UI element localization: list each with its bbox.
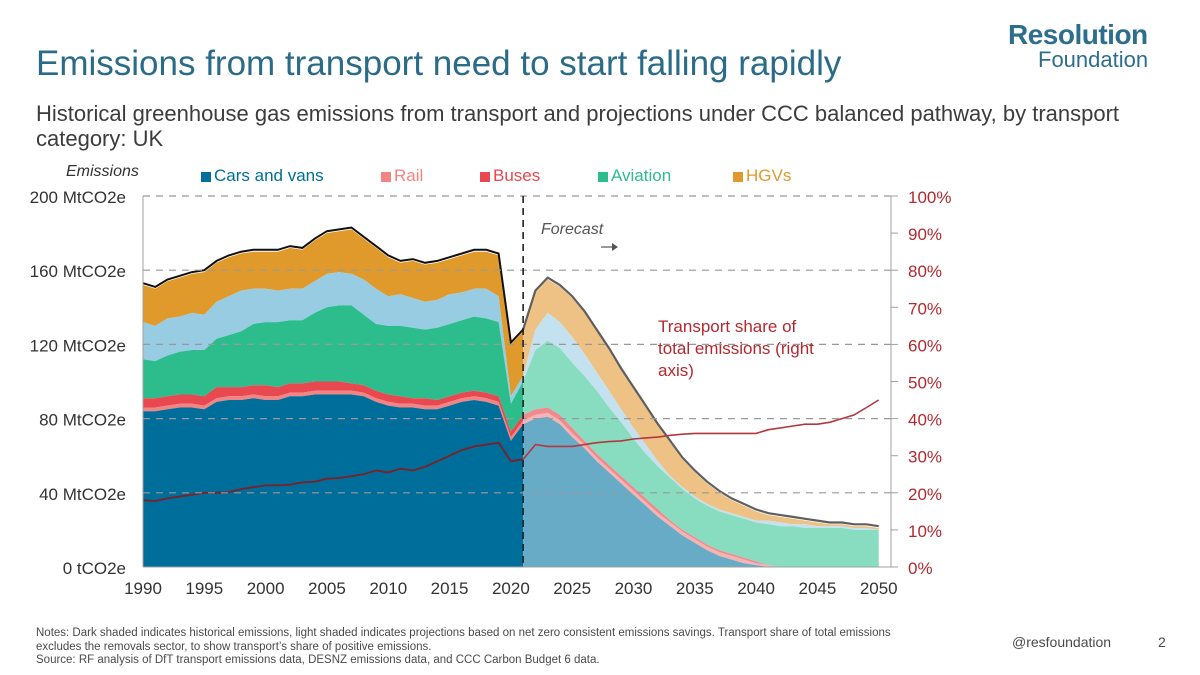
x-tick-label: 2025 — [553, 579, 591, 598]
x-tick-label: 2020 — [492, 579, 530, 598]
chart-notes: Notes: Dark shaded indicates historical … — [36, 627, 936, 668]
y-tick-label: 120 MtCO2e — [30, 336, 126, 355]
x-tick-label: 1995 — [185, 579, 223, 598]
area-cars-forecast — [523, 416, 879, 567]
y-right-tick-label: 90% — [908, 225, 942, 244]
x-tick-label: 2005 — [308, 579, 346, 598]
x-tick-label: 2045 — [799, 579, 837, 598]
share-line-forecast — [522, 399, 880, 460]
total-line-forecast — [522, 276, 879, 528]
y-right-tick-label: 100% — [908, 188, 951, 207]
page-number: 2 — [1158, 634, 1166, 650]
area-ghg_band-forecast — [523, 312, 879, 530]
left-axis-label: Emissions — [66, 163, 139, 180]
legend-swatch-cars — [201, 172, 211, 182]
x-tick-label: 2000 — [247, 579, 285, 598]
x-tick-label: 2015 — [431, 579, 469, 598]
share-annotation-line: axis) — [658, 361, 694, 380]
y-tick-label: 200 MtCO2e — [30, 188, 126, 207]
y-right-tick-label: 0% — [908, 559, 933, 578]
page-subtitle: Historical greenhouse gas emissions from… — [36, 101, 1120, 151]
legend-label-rail: Rail — [394, 166, 423, 185]
notes-text: Notes: Dark shaded indicates historical … — [36, 627, 891, 653]
forecast-arrow-head — [612, 243, 618, 251]
y-tick-label: 160 MtCO2e — [30, 262, 126, 281]
resolution-foundation-logo: Resolution Foundation — [1008, 19, 1168, 72]
area-aviation-historical — [143, 305, 524, 432]
y-tick-label: 80 MtCO2e — [39, 411, 126, 430]
x-tick-label: 2050 — [860, 579, 898, 598]
legend-swatch-rail — [381, 172, 391, 182]
logo-line-2: Foundation — [1038, 47, 1149, 72]
x-tick-label: 1990 — [124, 579, 162, 598]
y-right-tick-label: 40% — [908, 411, 942, 430]
legend-swatch-hgvs — [733, 172, 743, 182]
total-line-historical — [142, 226, 524, 345]
page-title: Emissions from transport need to start f… — [36, 44, 842, 83]
y-right-tick-label: 50% — [908, 374, 942, 393]
area-hgvs-historical — [143, 229, 524, 397]
legend-swatch-buses — [480, 172, 490, 182]
x-tick-label: 2035 — [676, 579, 714, 598]
legend-label-hgvs: HGVs — [746, 166, 791, 185]
y-right-tick-label: 20% — [908, 485, 942, 504]
area-buses-historical — [143, 381, 524, 438]
share-annotation: Transport share of total emissions (right… — [658, 317, 814, 380]
area-hgvs-forecast — [523, 279, 879, 530]
y-right-tick-label: 70% — [908, 299, 942, 318]
share-line-historical — [142, 441, 524, 502]
x-tick-label: 2010 — [369, 579, 407, 598]
y-right-tick-label: 60% — [908, 336, 942, 355]
y-tick-label: 40 MtCO2e — [39, 485, 126, 504]
forecast-label: Forecast — [541, 221, 604, 238]
area-aviation-forecast — [523, 340, 879, 567]
legend-label-buses: Buses — [493, 166, 540, 185]
y-right-tick-label: 30% — [908, 448, 942, 467]
emissions-chart: 0 tCO2e 40 MtCO2e 80 MtCO2e 120 MtCO2e 160 M… — [30, 163, 952, 598]
x-tick-label: 2040 — [737, 579, 775, 598]
y-right-tick-label: 10% — [908, 522, 942, 541]
logo-line-1: Resolution — [1008, 19, 1148, 50]
legend-label-cars: Cars and vans — [214, 166, 324, 185]
source-text: Source: RF analysis of DfT transport emi… — [36, 654, 600, 666]
y-tick-label: 0 tCO2e — [63, 559, 126, 578]
legend-swatch-aviation — [598, 172, 608, 182]
twitter-handle: @resfoundation — [1012, 634, 1112, 650]
share-annotation-line: total emissions (right — [658, 339, 814, 358]
area-ghg_band-historical — [143, 272, 524, 404]
area-cars-historical — [143, 394, 524, 567]
x-tick-label: 2030 — [615, 579, 653, 598]
y-right-tick-label: 80% — [908, 262, 942, 281]
legend-label-aviation: Aviation — [611, 166, 671, 185]
share-annotation-line: Transport share of — [658, 317, 797, 336]
